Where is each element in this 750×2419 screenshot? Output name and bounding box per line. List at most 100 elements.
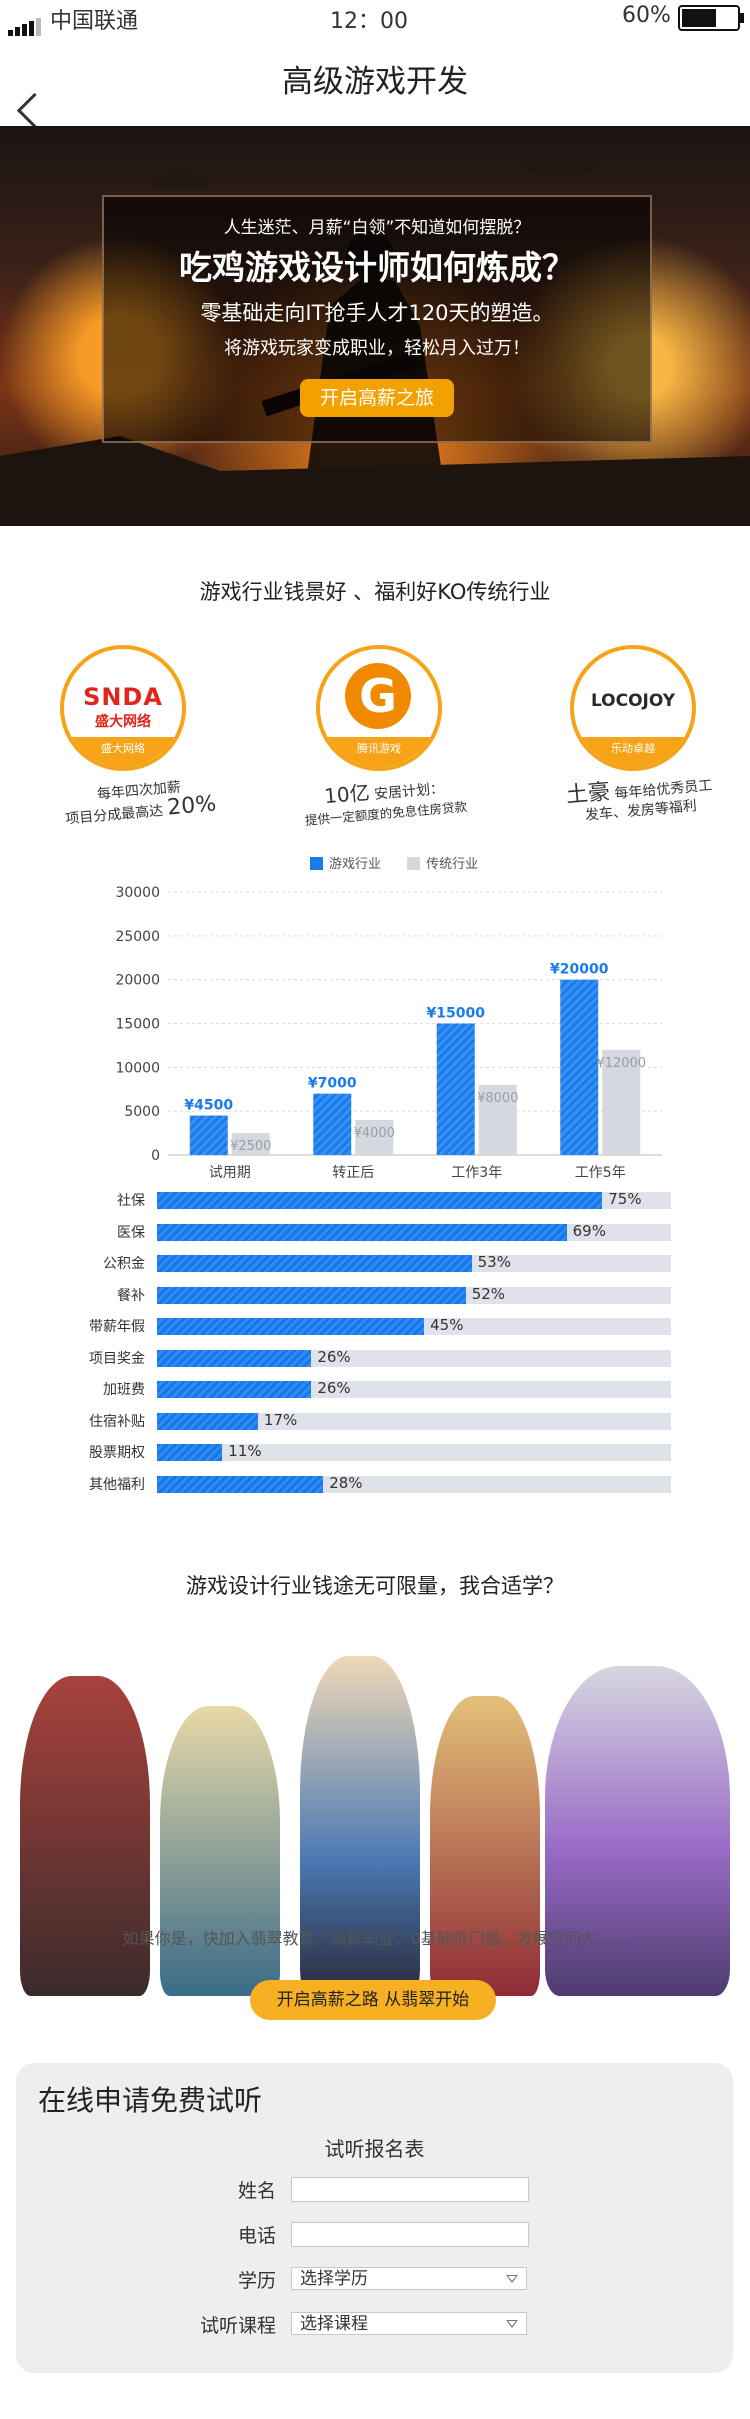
trial-signup-form: 在线申请免费试听 试听报名表 姓名 电话 学历 选择学历 试听课程 选择课程 [16, 2063, 733, 2373]
benefit-percent: 45% [430, 1316, 464, 1334]
nav-bar: 高级游戏开发 [0, 36, 750, 129]
dropdown-caret-icon [506, 2320, 518, 2328]
benefit-label: 医保 [117, 1224, 145, 1241]
name-input[interactable] [291, 2177, 529, 2202]
benefit-track: 26% [157, 1379, 671, 1398]
benefit-bar [157, 1349, 312, 1367]
benefit-bar [157, 1381, 312, 1398]
character-2 [160, 1706, 280, 1996]
course-label: 试听课程 [199, 2315, 276, 2337]
clock: 12：00 [330, 9, 408, 34]
character-4 [430, 1696, 540, 1996]
data-label-game: ¥20000 [550, 962, 609, 978]
benefit-label: 股票期权 [89, 1445, 145, 1461]
y-tick-label: 20000 [115, 973, 160, 989]
x-tick-label: 工作3年 [451, 1165, 502, 1181]
benefit-track: 75% [157, 1190, 671, 1209]
status-bar: 中国联通 12：00 60% [0, 0, 750, 36]
tencent-g-icon: G [345, 663, 411, 729]
benefit-percent: 11% [228, 1442, 262, 1460]
benefits-chart: 社保 75% 医保 69% 公积金 53% 餐补 52% 带薪年假 45% 项目奖金 26% 加班费 26… [0, 1190, 750, 1510]
benefit-row: 社保 75% [0, 1190, 750, 1212]
character-5 [545, 1666, 730, 1996]
phone-label: 电话 [237, 2225, 276, 2247]
legend-traditional: 传统行业 [407, 857, 478, 872]
benefit-bar [157, 1475, 324, 1493]
tencent-caption: 腾讯游戏 [320, 737, 438, 767]
education-select[interactable]: 选择学历 [291, 2267, 527, 2290]
tencent-description: 10亿 安居计划： 提供一定额度的免息住房贷款 [304, 780, 468, 829]
benefit-row: 住宿补贴 17% [0, 1411, 750, 1433]
bar-traditional [602, 1049, 641, 1155]
benefit-row: 加班费 26% [0, 1379, 750, 1401]
benefit-row: 医保 69% [0, 1222, 750, 1244]
locojoy-caption: 乐动卓越 [574, 737, 692, 767]
benefit-label: 餐补 [117, 1287, 145, 1304]
data-label-traditional: ¥2500 [230, 1139, 271, 1154]
benefit-label: 其他福利 [89, 1476, 145, 1493]
hero-line-4: 将游戏玩家变成职业，轻松月入过万！ [224, 338, 530, 359]
data-label-traditional: ¥8000 [477, 1091, 518, 1106]
benefit-percent: 28% [329, 1473, 363, 1492]
x-tick-label: 转正后 [332, 1165, 374, 1181]
benefit-bar [157, 1286, 466, 1304]
salary-chart: 0 5000 10000 15000 20000 25000 30000 ¥4500 ¥2500… [115, 885, 662, 1181]
hero-start-button[interactable]: 开启高薪之旅 [300, 379, 454, 417]
bar-traditional [231, 1133, 270, 1155]
benefit-track: 17% [157, 1411, 671, 1430]
y-tick-label: 5000 [124, 1104, 160, 1120]
benefit-label: 社保 [117, 1193, 145, 1209]
benefit-bar [157, 1192, 603, 1209]
form-title: 在线申请免费试听 [38, 2084, 263, 2117]
benefit-row: 项目奖金 26% [0, 1348, 750, 1370]
data-label-traditional: ¥4000 [354, 1126, 395, 1141]
benefit-track: 53% [157, 1253, 671, 1272]
benefit-track: 28% [157, 1473, 671, 1493]
benefit-row: 带薪年假 45% [0, 1316, 750, 1338]
benefit-row: 其他福利 28% [0, 1474, 750, 1496]
benefit-row: 餐补 52% [0, 1285, 750, 1307]
x-tick-label: 试用期 [209, 1165, 251, 1181]
data-label-game: ¥7000 [308, 1076, 357, 1092]
benefit-percent: 26% [317, 1379, 351, 1397]
data-label-traditional: ¥12000 [596, 1056, 646, 1071]
bar-game [560, 979, 599, 1155]
locojoy-logo: LOCOJOY 乐动卓越 [570, 645, 696, 771]
benefit-label: 带薪年假 [89, 1319, 145, 1335]
benefit-track: 52% [157, 1284, 671, 1304]
benefit-bar [157, 1412, 258, 1430]
dropdown-caret-icon [506, 2275, 518, 2283]
benefit-bar [157, 1255, 472, 1272]
benefit-percent: 26% [317, 1347, 351, 1366]
name-label: 姓名 [237, 2180, 276, 2202]
benefit-label: 加班费 [103, 1382, 145, 1398]
game-characters-illustration [0, 1636, 750, 1996]
bar-traditional [478, 1084, 517, 1155]
phone-input[interactable] [291, 2222, 529, 2247]
start-career-button[interactable]: 开启高薪之路 从翡翠开始 [250, 1980, 496, 2020]
bar-game [436, 1023, 475, 1155]
carrier: 中国联通 [50, 9, 139, 34]
benefit-percent: 53% [477, 1253, 511, 1271]
hero-line-3: 零基础走向IT抢手人才120天的塑造。 [200, 301, 554, 325]
benefit-label: 住宿补贴 [89, 1413, 145, 1430]
benefit-percent: 52% [471, 1284, 506, 1303]
hero-text-box: 人生迷茫、月薪“白领”不知道如何摆脱？ 吃鸡游戏设计师如何炼成？ 零基础走向IT… [102, 195, 652, 443]
bar-game [189, 1115, 228, 1155]
benefit-label: 项目奖金 [89, 1350, 145, 1367]
benefit-track: 69% [157, 1222, 671, 1241]
y-tick-label: 25000 [115, 929, 160, 945]
hero-headline: 吃鸡游戏设计师如何炼成？ [179, 248, 575, 287]
x-tick-label: 工作5年 [575, 1165, 626, 1181]
character-3 [300, 1656, 420, 1996]
benefit-row: 股票期权 11% [0, 1442, 750, 1464]
battery-icon [678, 5, 744, 31]
signal-icon [8, 8, 43, 36]
chart-legend: 游戏行业 传统行业 [310, 853, 478, 872]
course-select[interactable]: 选择课程 [291, 2312, 527, 2335]
hero-banner: 人生迷茫、月薪“白领”不知道如何摆脱？ 吃鸡游戏设计师如何炼成？ 零基础走向IT… [0, 126, 750, 526]
data-label-game: ¥15000 [427, 1006, 486, 1022]
benefit-track: 26% [157, 1347, 671, 1367]
industry-section-title: 游戏行业钱景好 、福利好KO传统行业 [199, 580, 551, 604]
benefit-percent: 75% [608, 1190, 642, 1208]
